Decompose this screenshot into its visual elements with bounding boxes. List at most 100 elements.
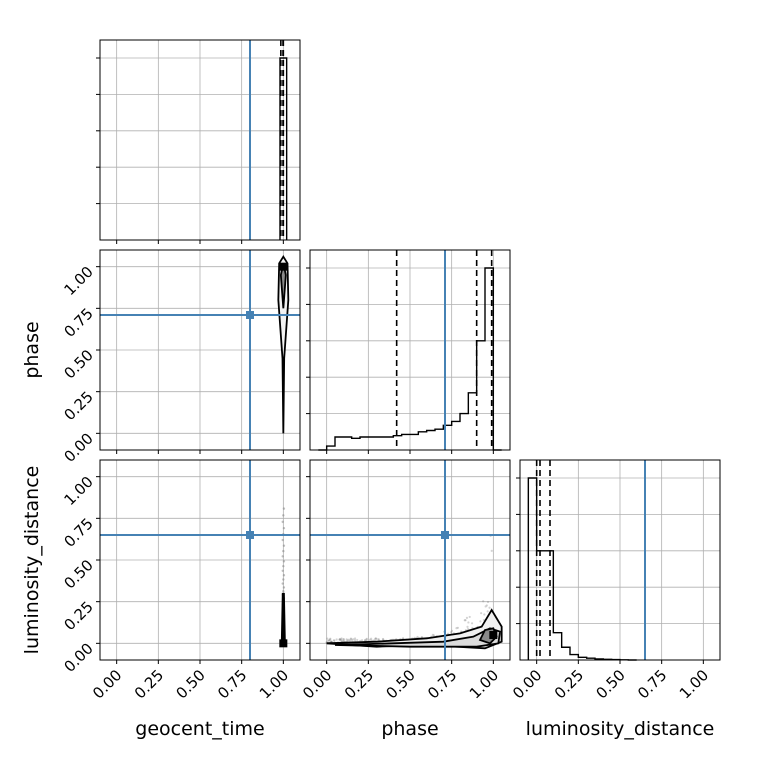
xtick-label-phase: 0.25 (341, 666, 377, 702)
panel-luminosity_distance-geocent_time-point (282, 574, 286, 577)
panel-luminosity_distance-phase-point (483, 613, 486, 616)
xtick-label-phase: 0.00 (299, 666, 335, 702)
panel-luminosity_distance-phase-point (479, 620, 482, 623)
ytick-label-luminosity_distance: 0.00 (60, 639, 96, 675)
panel-luminosity_distance-phase-point (482, 600, 485, 603)
panel-luminosity_distance-geocent_time-point (281, 569, 284, 572)
xtick-label-luminosity_distance: 0.50 (592, 666, 628, 702)
panel-luminosity_distance-geocent_time-peak-marker (279, 639, 288, 648)
xtick-label-phase: 1.00 (466, 666, 502, 702)
panel-luminosity_distance-phase-point (455, 627, 458, 630)
panel-luminosity_distance-phase-contour-mid (334, 627, 501, 648)
panel-luminosity_distance-geocent_time-point (282, 586, 286, 589)
xtick-label-geocent_time: 0.75 (214, 666, 250, 702)
panel-luminosity_distance-phase-point (365, 638, 368, 641)
panel-luminosity_distance-phase-point (456, 626, 459, 629)
panel-luminosity_distance-phase-point (381, 637, 385, 641)
panel-luminosity_distance-geocent_time-point (282, 544, 286, 547)
panel-luminosity_distance-phase-point (349, 637, 353, 640)
ylabel-luminosity-distance: luminosity_distance (21, 466, 43, 655)
panel-luminosity_distance-phase-point (485, 604, 488, 607)
panel-luminosity_distance-phase-point (343, 640, 346, 643)
panel-luminosity_distance-phase-point (346, 639, 349, 642)
panel-luminosity_distance-phase-point (347, 638, 351, 641)
panel-luminosity_distance-geocent_time-point (282, 560, 286, 563)
hist-phase-steps (318, 267, 502, 451)
panel-luminosity_distance-phase-point (431, 633, 434, 636)
panel-luminosity_distance-phase-point (466, 627, 470, 631)
panel-luminosity_distance-phase-point (450, 629, 454, 632)
xtick-label-geocent_time: 1.00 (256, 666, 292, 702)
xtick-label-luminosity_distance: 0.75 (634, 666, 670, 702)
ytick-label-phase: 0.75 (60, 304, 96, 340)
panel-luminosity_distance-phase-point (329, 638, 332, 641)
panel-luminosity_distance-phase-point (370, 637, 373, 640)
panel-luminosity_distance-phase-point (342, 638, 345, 641)
panel-luminosity_distance-phase-point (349, 638, 353, 641)
panel-luminosity_distance-geocent_time-contour (280, 592, 286, 644)
panel-luminosity_distance-phase-point (330, 640, 333, 643)
panel-luminosity_distance-phase-point (466, 625, 469, 628)
panel-luminosity_distance-phase-point (377, 638, 380, 641)
panel-luminosity_distance-phase-point (432, 634, 436, 637)
panel-luminosity_distance-phase-point (464, 619, 467, 622)
xtick-label-geocent_time: 0.25 (131, 666, 167, 702)
panel-luminosity_distance-geocent_time-point (281, 582, 284, 585)
panel-phase-geocent_time-contour-outer (277, 254, 290, 434)
ytick-label-phase: 1.00 (60, 263, 96, 299)
panel-luminosity_distance-geocent_time-point (281, 520, 284, 524)
panel-luminosity_distance-phase-point (341, 639, 344, 642)
panel-luminosity_distance-geocent_time-point (282, 526, 286, 530)
panel-luminosity_distance-phase-point (484, 605, 487, 608)
panel-luminosity_distance-geocent_time-point (282, 507, 286, 510)
panel-luminosity_distance-phase-point (463, 619, 466, 622)
xlabel-geocent-time: geocent_time (135, 718, 264, 740)
ylabel-phase: phase (21, 321, 43, 378)
panel-luminosity_distance-phase-point (360, 639, 364, 642)
panel-luminosity_distance-phase-point (488, 606, 491, 609)
xtick-label-phase: 0.75 (424, 666, 460, 702)
panel-luminosity_distance-phase-point (353, 637, 357, 640)
panel-luminosity_distance-phase-point (375, 637, 378, 640)
panel-luminosity_distance-geocent_time-truth-marker (246, 531, 254, 539)
hist-luminosity_distance-steps (527, 477, 637, 661)
panel-luminosity_distance-phase-point (338, 638, 342, 641)
panel-luminosity_distance-geocent_time-point (282, 589, 285, 593)
xtick-label-phase: 0.50 (382, 666, 418, 702)
ytick-label-luminosity_distance: 0.50 (60, 556, 96, 592)
panel-luminosity_distance-phase-point (416, 635, 419, 639)
panel-luminosity_distance-phase-point (356, 638, 359, 642)
ytick-label-luminosity_distance: 0.75 (60, 514, 96, 550)
panel-luminosity_distance-phase-point (470, 622, 474, 625)
panel-luminosity_distance-phase-point (401, 637, 405, 640)
xlabel-phase: phase (381, 718, 438, 740)
panel-phase-geocent_time-peak-marker (279, 262, 288, 271)
panel-luminosity_distance-phase-point (345, 638, 348, 641)
panel-luminosity_distance-phase-point (465, 616, 469, 619)
panel-luminosity_distance-phase-point (326, 637, 329, 640)
panel-luminosity_distance-phase-point (467, 621, 470, 624)
panel-luminosity_distance-phase-point (338, 638, 341, 641)
panel-luminosity_distance-geocent_time-point (282, 564, 285, 568)
panel-luminosity_distance-phase-point (352, 638, 355, 641)
panel-luminosity_distance-phase-point (348, 639, 352, 642)
ytick-label-phase: 0.00 (60, 429, 96, 465)
panel-luminosity_distance-geocent_time-point (282, 514, 285, 517)
panel-luminosity_distance-phase-point (333, 639, 336, 642)
panel-luminosity_distance-phase-point (365, 637, 368, 640)
panel-luminosity_distance-phase-point (480, 612, 483, 615)
ytick-label-luminosity_distance: 1.00 (60, 473, 96, 509)
panel-luminosity_distance-geocent_time-point (282, 578, 285, 581)
panel-luminosity_distance-phase-point (332, 639, 335, 642)
hist-geocent_time-steps (279, 57, 288, 240)
xtick-label-luminosity_distance: 0.00 (509, 666, 545, 702)
panel-luminosity_distance-geocent_time-point (281, 538, 284, 542)
panel-luminosity_distance-phase-point (335, 638, 338, 641)
panel-luminosity_distance-phase-point (382, 638, 385, 641)
ytick-label-phase: 0.50 (60, 346, 96, 382)
panel-luminosity_distance-phase-point (486, 600, 490, 604)
panel-luminosity_distance-phase-point (339, 638, 342, 642)
panel-luminosity_distance-phase-point (486, 610, 489, 613)
grid-layer (100, 40, 720, 660)
